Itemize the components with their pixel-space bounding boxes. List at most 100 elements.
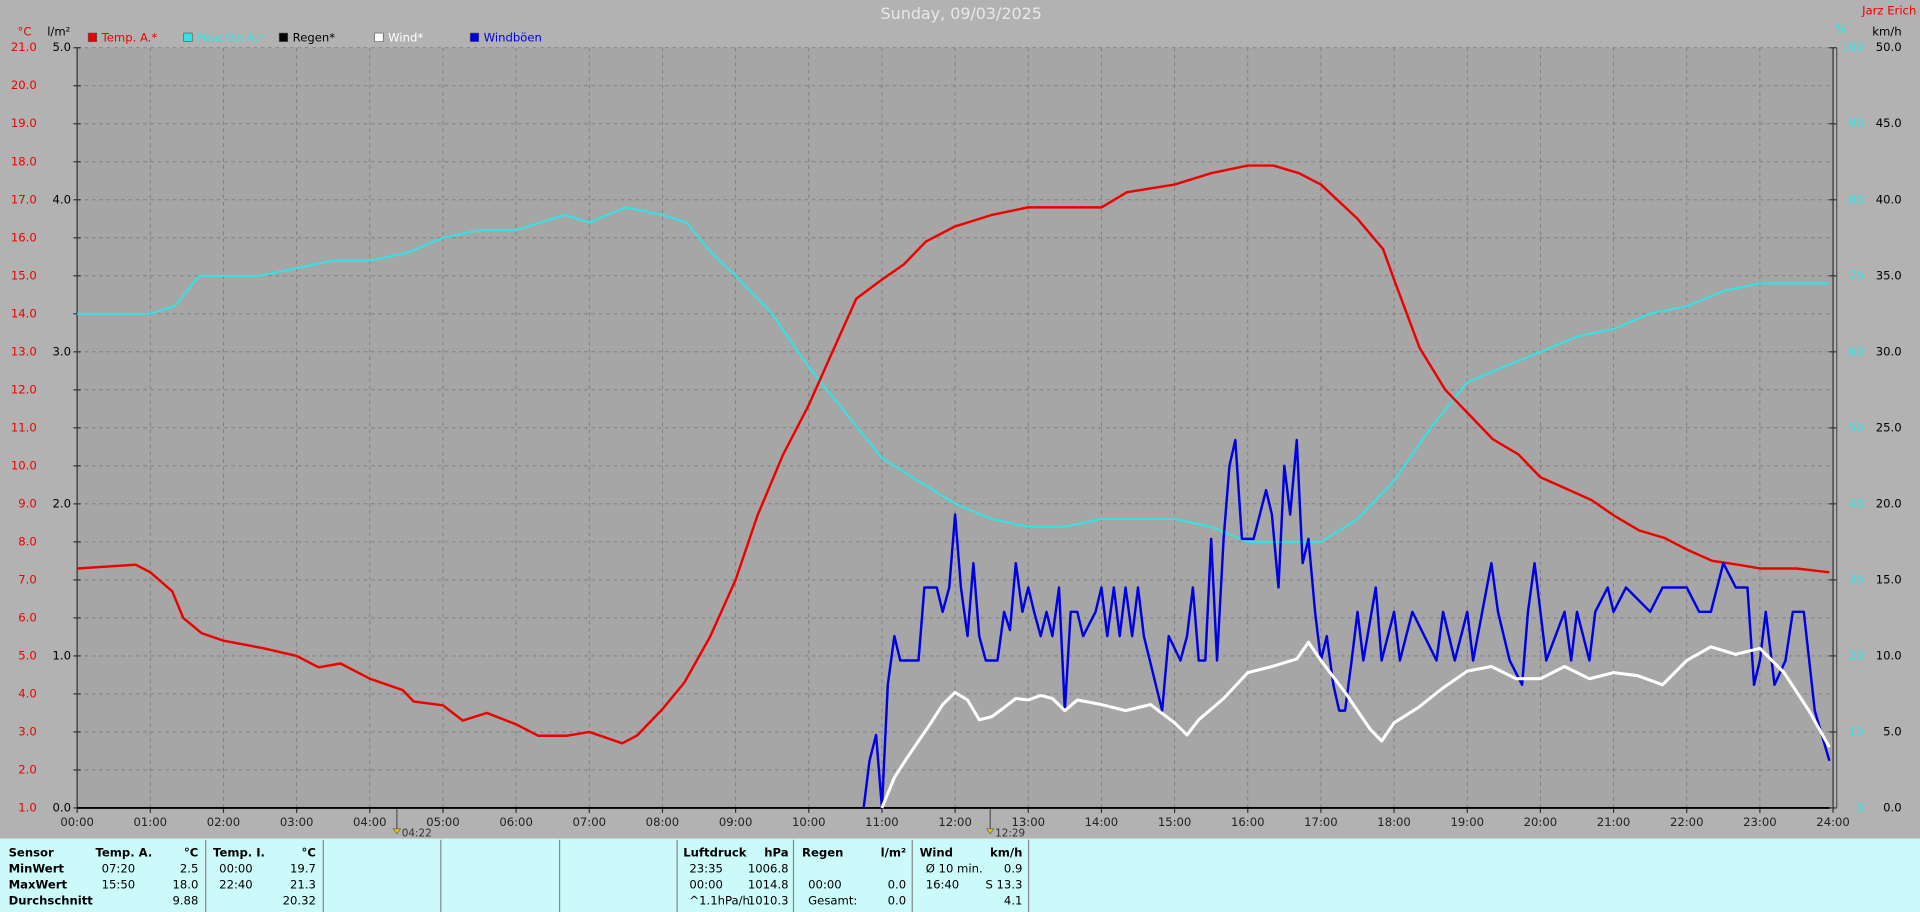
y-tick-label: 10.0 [11,458,37,472]
y3-tick-label: 20 [1849,648,1864,662]
stats-time: 22:40 [219,878,253,892]
y4-tick-label: 0.0 [1883,800,1902,814]
x-tick-label: 06:00 [499,815,533,829]
chart-title: Sunday, 09/03/2025 [881,4,1042,23]
x-tick-label: 11:00 [865,815,899,829]
stats-value: 18.0 [172,878,198,892]
y4-tick-label: 40.0 [1876,192,1902,206]
y4-tick-label: 20.0 [1876,496,1902,510]
y3-tick-label: 100 [1841,40,1863,54]
stats-time: 07:20 [102,862,136,876]
y-tick-label: 5.0 [18,648,37,662]
y-tick-label: 12.0 [11,382,37,396]
legend-label: Temp. A.* [101,30,158,44]
y4-tick-label: 10.0 [1876,648,1902,662]
stats-time: Ø 10 min. [926,862,983,876]
stats-value: 1006.8 [748,862,789,876]
y-tick-label: 11.0 [11,420,37,434]
stats-value: 9.88 [172,893,198,907]
y3-tick-label: 40 [1849,496,1864,510]
series-line [77,164,1830,745]
x-tick-label: 03:00 [280,815,314,829]
stats-header: Luftdruck [683,846,747,860]
series-line [880,640,1831,809]
y4-tick-label: 30.0 [1876,344,1902,358]
stats-header: Regen [802,846,843,860]
stats-value: 1010.3 [748,893,789,907]
x-tick-label: 17:00 [1304,815,1338,829]
stats-time: Gesamt: [808,893,857,907]
y-tick-label: 7.0 [18,572,37,586]
legend-label: Regen* [293,30,336,44]
y-tick-label: 17.0 [11,192,37,206]
y2-tick-label: 5.0 [53,40,72,54]
legend-label: Feuchte A.* [197,30,264,44]
stats-value: 4.1 [1004,893,1023,907]
stats-value: S 13.3 [985,878,1022,892]
stats-time: 16:40 [926,878,960,892]
y3-tick-label: 80 [1849,192,1864,206]
stats-time: 15:50 [102,878,136,892]
y-tick-label: 9.0 [18,496,37,510]
stats-value: 19.7 [290,862,316,876]
stats-value: 0.0 [888,893,907,907]
x-tick-label: 13:00 [1012,815,1046,829]
y-axis-unit: °C [18,24,32,38]
x-tick-label: 24:00 [1816,815,1850,829]
y2-tick-label: 2.0 [53,496,72,510]
x-tick-label: 21:00 [1597,815,1631,829]
stats-row-label: MaxWert [9,878,68,892]
y-tick-label: 16.0 [11,230,37,244]
stats-unit: °C [184,846,198,860]
y-tick-label: 3.0 [18,724,37,738]
series-line [77,206,1830,543]
y4-tick-label: 35.0 [1876,268,1902,282]
annotation-icon [985,828,995,835]
x-tick-label: 07:00 [573,815,607,829]
y2-axis-unit: l/m² [47,24,70,38]
y3-axis-unit: % [1835,22,1846,36]
stats-header: Temp. I. [213,846,265,860]
y4-tick-label: 50.0 [1876,40,1902,54]
x-tick-label: 12:00 [938,815,972,829]
x-tick-label: 09:00 [719,815,753,829]
x-tick-label: 14:00 [1085,815,1119,829]
stats-row-label: MinWert [9,862,65,876]
y-tick-label: 20.0 [11,78,37,92]
stats-row-label: Durchschnitt [9,893,94,907]
y3-tick-label: 30 [1849,572,1864,586]
series-line [862,438,1831,810]
y-tick-label: 19.0 [11,116,37,130]
y3-tick-label: 90 [1849,116,1864,130]
station-name: Jarz Erich [1861,4,1916,18]
stats-row-label: Sensor [9,846,54,860]
x-tick-label: 02:00 [207,815,241,829]
x-tick-label: 23:00 [1743,815,1777,829]
annotation-label: 04:22 [402,828,432,840]
x-tick-label: 04:00 [353,815,387,829]
legend-swatch [469,32,480,42]
legend-swatch [374,32,384,42]
stats-unit: l/m² [881,846,906,860]
legend-swatch [87,32,98,42]
x-tick-label: 08:00 [646,815,680,829]
stats-value: 2.5 [180,862,199,876]
y-tick-label: 15.0 [11,268,37,282]
y2-tick-label: 1.0 [53,648,72,662]
y-tick-label: 18.0 [11,154,37,168]
x-tick-label: 16:00 [1231,815,1265,829]
x-tick-label: 10:00 [792,815,826,829]
y4-tick-label: 25.0 [1876,420,1902,434]
y4-axis-unit: km/h [1872,24,1901,38]
annotation-icon [392,828,402,835]
stats-time: 00:00 [808,878,842,892]
y-tick-label: 8.0 [18,534,37,548]
x-tick-label: 15:00 [1158,815,1192,829]
stats-unit: hPa [764,846,788,860]
y-tick-label: 4.0 [18,686,37,700]
x-tick-label: 20:00 [1524,815,1558,829]
x-tick-label: 00:00 [60,815,94,829]
x-tick-label: 22:00 [1670,815,1704,829]
y-tick-label: 14.0 [11,306,37,320]
